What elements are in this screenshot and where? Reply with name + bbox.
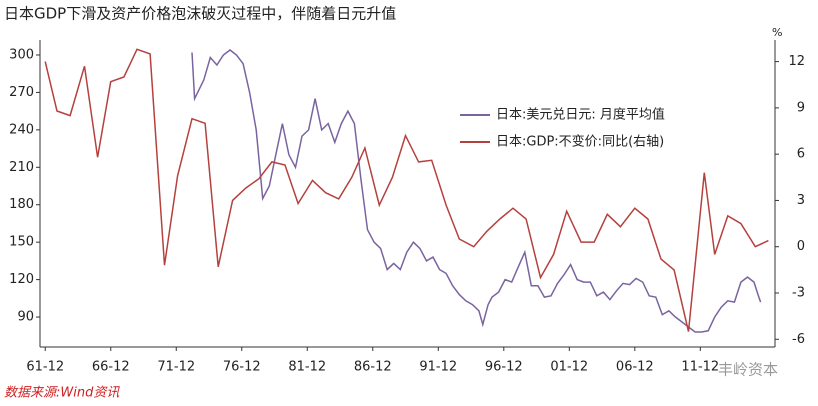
- x-tick-label: 91-12: [419, 360, 457, 375]
- y2-tick-label: 3: [797, 193, 805, 208]
- x-tick-label: 71-12: [157, 360, 195, 375]
- y2-unit: %: [772, 26, 782, 39]
- x-tick-label: 76-12: [223, 360, 261, 375]
- series-line: [44, 48, 769, 332]
- y-tick-label: 240: [9, 122, 34, 137]
- x-tick-label: 06-12: [616, 360, 654, 375]
- x-tick-label: 01-12: [550, 360, 588, 375]
- x-tick-label: 86-12: [354, 360, 392, 375]
- series-line: [191, 49, 762, 333]
- y2-tick-label: 0: [797, 239, 805, 254]
- x-tick-label: 96-12: [485, 360, 523, 375]
- source: 数据来源:Wind资讯: [4, 386, 120, 401]
- y-tick-label: 120: [9, 272, 34, 287]
- y-tick-label: 210: [9, 160, 34, 175]
- y2-tick-label: 6: [797, 147, 805, 162]
- legend-label: 日本:美元兑日元: 月度平均值: [496, 107, 665, 123]
- y-tick-label: 270: [9, 85, 34, 100]
- x-tick-label: 11-12: [681, 360, 719, 375]
- watermark: 丰岭资本: [718, 361, 778, 379]
- y-tick-label: 150: [9, 235, 34, 250]
- y-tick-label: 90: [17, 310, 34, 325]
- y-tick-label: 300: [9, 47, 34, 62]
- y2-tick-label: 12: [788, 54, 805, 69]
- y-tick-label: 180: [9, 197, 34, 212]
- x-tick-label: 81-12: [288, 360, 326, 375]
- y2-tick-label: -3: [792, 286, 805, 301]
- y2-tick-label: 9: [797, 100, 805, 115]
- y2-tick-label: -6: [792, 332, 805, 347]
- x-tick-label: 61-12: [26, 360, 64, 375]
- x-tick-label: 66-12: [92, 360, 130, 375]
- chart-title: 日本GDP下滑及资产价格泡沫破灭过程中，伴随着日元升值: [4, 5, 396, 23]
- legend-label: 日本:GDP:不变价:同比(右轴): [496, 134, 664, 150]
